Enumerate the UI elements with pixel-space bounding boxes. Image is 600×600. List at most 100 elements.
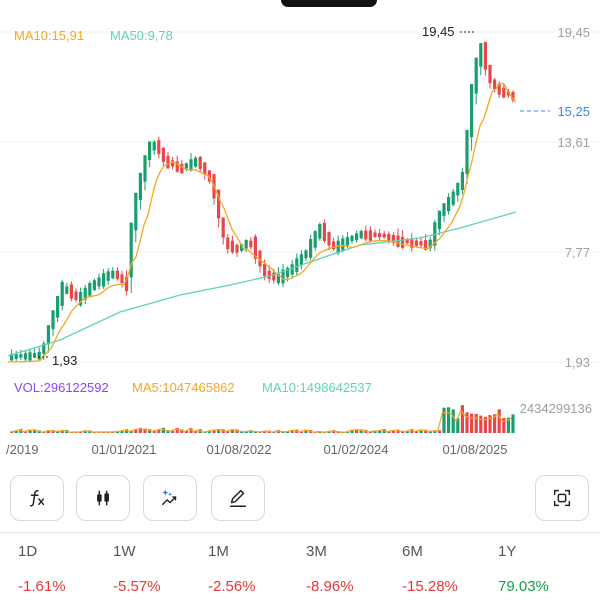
volume-bar: [368, 431, 372, 433]
candle-body: [166, 155, 170, 169]
fullscreen-button[interactable]: [535, 475, 589, 521]
volume-bar: [161, 427, 165, 433]
volume-bar: [290, 430, 294, 433]
volume-bar: [56, 431, 60, 433]
candle-body: [134, 192, 138, 231]
candle-body: [148, 141, 152, 160]
candle-body: [424, 240, 428, 250]
volume-bar: [414, 431, 418, 433]
ai-trend-button[interactable]: [143, 475, 197, 521]
candle-body: [290, 264, 294, 275]
volume-bar: [184, 430, 188, 433]
volume-bar: [299, 431, 303, 433]
volume-bar: [405, 431, 409, 433]
period-6m[interactable]: 6M -15.28%: [402, 540, 497, 600]
candle-body: [391, 234, 395, 244]
volume-bar: [355, 429, 359, 433]
candle-body: [336, 240, 340, 254]
candle-body: [143, 155, 147, 182]
candle-body: [88, 283, 92, 296]
volume-ma-line: [9, 409, 512, 433]
period-1w[interactable]: 1W -5.57%: [113, 540, 208, 600]
volume-bar: [456, 418, 460, 433]
candlestick-series: [10, 41, 515, 363]
date-tick-4: 01/02/2024: [323, 442, 388, 457]
volume-bar: [171, 430, 175, 433]
period-performance: 1D -1.61% 1W -5.57% 1M -2.56% 3M -8.96% …: [0, 540, 600, 600]
volume-bar: [166, 430, 170, 433]
high-price-mark: 19,45: [422, 24, 455, 39]
period-label: 1W: [113, 543, 136, 560]
candle-body: [83, 287, 87, 300]
candle-body: [106, 271, 110, 281]
candle-body: [327, 231, 331, 246]
period-1y[interactable]: 1Y 79.03%: [498, 540, 593, 600]
period-label: 1Y: [498, 543, 517, 560]
candle-body: [10, 353, 14, 361]
volume-bar: [396, 429, 400, 433]
period-1m[interactable]: 1M -2.56%: [208, 540, 303, 600]
volume-bar: [350, 429, 354, 433]
candlestick-type-button[interactable]: [76, 475, 130, 521]
candle-body: [42, 343, 46, 354]
volume-bar: [263, 430, 267, 433]
volume-bar-series: [10, 405, 515, 433]
volume-bar: [410, 429, 414, 433]
candle-body: [364, 230, 368, 240]
volume-bar: [451, 409, 455, 433]
date-tick-3: 01/08/2022: [206, 442, 271, 457]
volume-bar: [479, 415, 483, 433]
candle-body: [28, 352, 32, 361]
chart-toolbar: [0, 470, 600, 526]
candle-body: [304, 250, 308, 259]
date-tick-1: /2019: [6, 442, 39, 457]
candle-body: [198, 156, 202, 169]
candle-body: [322, 222, 326, 242]
candle-body: [244, 240, 248, 249]
candle-body: [230, 240, 234, 253]
candle-body: [115, 270, 119, 279]
volume-bar: [465, 412, 469, 433]
candle-body: [249, 240, 253, 248]
draw-button[interactable]: [211, 475, 265, 521]
status-notch: [281, 0, 377, 7]
volume-bar: [493, 414, 497, 433]
candle-body: [428, 239, 432, 249]
volume-bar: [175, 427, 179, 433]
candle-body: [97, 277, 101, 287]
candle-body: [451, 191, 455, 205]
period-1d[interactable]: 1D -1.61%: [18, 540, 113, 600]
candle-body: [368, 230, 372, 241]
candle-body: [387, 233, 391, 241]
candle-body: [465, 129, 469, 174]
candle-body: [493, 79, 497, 90]
volume-bar: [391, 429, 395, 433]
volume-bar: [437, 430, 441, 433]
candle-body: [161, 147, 165, 162]
candle-body: [345, 237, 349, 246]
candle-body: [456, 182, 460, 196]
volume-bar: [134, 429, 138, 433]
candle-body: [332, 241, 336, 250]
candle-body: [60, 281, 64, 306]
candle-body: [460, 172, 464, 190]
candle-body: [313, 231, 317, 248]
price-chart[interactable]: 19,45 13,61 7,77 1,93 19,45 1,93 15,25 2…: [0, 0, 600, 470]
candle-body: [479, 43, 483, 67]
indicator-fx-button[interactable]: [10, 475, 64, 521]
price-tick-4: 1,93: [565, 355, 590, 370]
candle-body: [470, 84, 474, 138]
candle-body: [65, 286, 69, 294]
candle-body: [125, 276, 129, 292]
candle-body: [102, 273, 106, 287]
candle-body: [401, 236, 405, 248]
candle-body: [405, 239, 409, 244]
volume-bar: [143, 428, 147, 433]
volume-bar: [460, 405, 464, 433]
period-3m[interactable]: 3M -8.96%: [306, 540, 401, 600]
candle-body: [295, 258, 299, 272]
volume-bar: [42, 431, 46, 433]
date-tick-5: 01/08/2025: [442, 442, 507, 457]
candle-body: [309, 238, 313, 258]
ma10-legend: MA10:15,91: [14, 28, 85, 43]
